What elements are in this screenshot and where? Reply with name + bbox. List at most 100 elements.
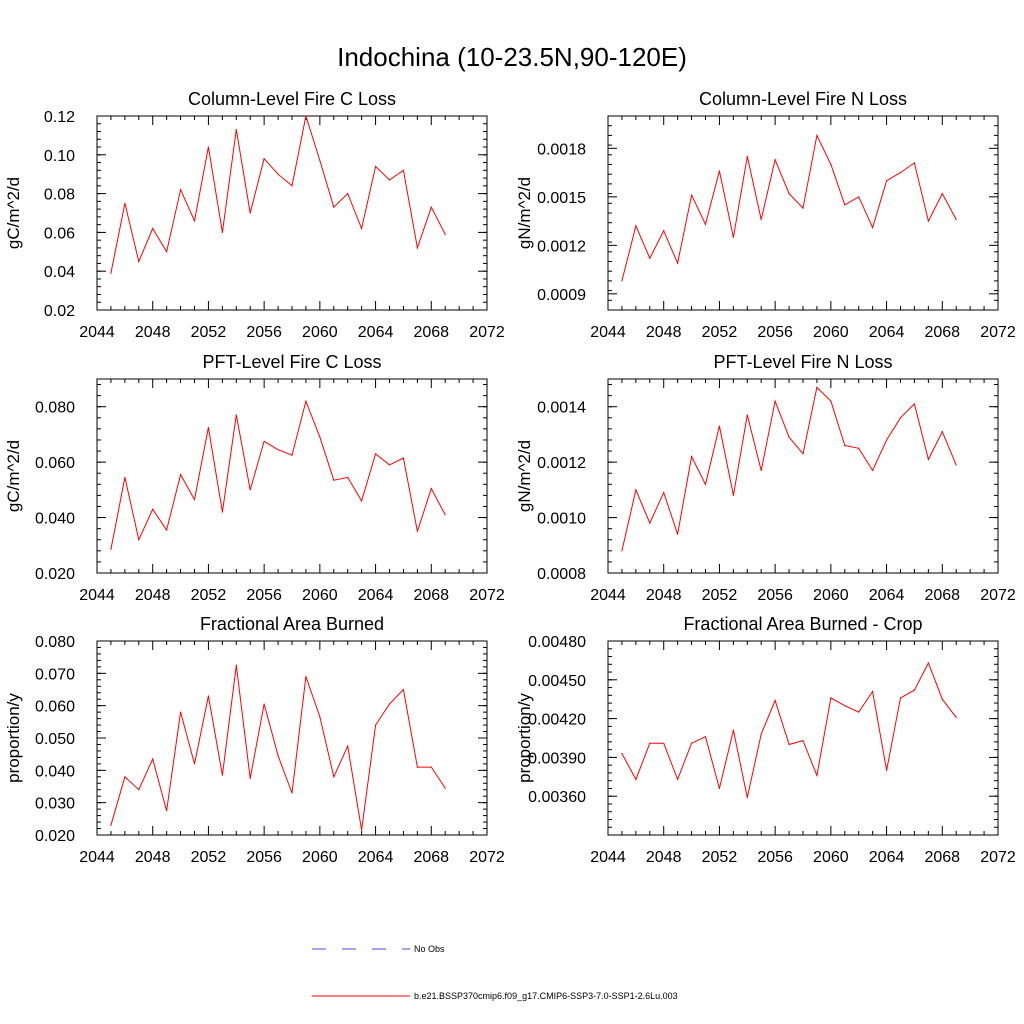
panel-title: Fractional Area Burned - Crop: [683, 614, 922, 634]
data-point: [444, 514, 446, 516]
data-point: [802, 739, 804, 742]
x-tick-label: 2072: [469, 587, 505, 604]
data-point: [872, 690, 874, 693]
x-tick-label: 2048: [135, 587, 171, 604]
data-point: [858, 447, 860, 449]
data-point: [193, 763, 196, 765]
x-tick-label: 2056: [246, 849, 282, 866]
y-tick-label: 0.020: [35, 828, 75, 845]
data-point: [677, 778, 679, 780]
x-tick-label: 2064: [869, 324, 905, 341]
x-tick-label: 2072: [469, 849, 505, 866]
data-point: [430, 766, 432, 768]
data-point: [374, 165, 377, 168]
data-point: [941, 193, 943, 195]
x-tick-label: 2060: [302, 587, 338, 604]
y-tick-label: 0.0010: [537, 511, 586, 528]
data-point: [927, 662, 929, 664]
panel-title: PFT-Level Fire C Loss: [202, 352, 381, 372]
data-point: [844, 705, 846, 707]
panel-area-burned: Fractional Area Burned proportion/y 2044 20…: [4, 614, 505, 866]
data-point: [291, 792, 293, 794]
data-point: [732, 729, 734, 731]
y-tick-label: 0.08: [44, 187, 75, 204]
panel-pft-c-loss: PFT-Level Fire C Loss gC/m^2/d 2044 2048 205…: [4, 352, 505, 604]
data-point: [663, 230, 665, 232]
data-point: [124, 776, 126, 778]
data-point: [416, 247, 418, 249]
data-point: [166, 251, 168, 253]
y-tick-label: 0.060: [35, 455, 75, 472]
data-point: [913, 162, 916, 164]
data-point: [277, 173, 279, 175]
panel-title: PFT-Level Fire N Loss: [713, 352, 892, 372]
y-axis-label: gC/m^2/d: [4, 440, 23, 512]
series-line: [110, 399, 446, 550]
data-point: [110, 548, 112, 551]
series-line: [621, 661, 957, 798]
data-point: [305, 115, 307, 117]
data-point: [899, 171, 902, 174]
x-tick-label: 2068: [924, 849, 960, 866]
data-point: [830, 697, 832, 699]
data-point: [193, 220, 196, 222]
y-tick-label: 0.0008: [537, 566, 586, 583]
x-tick-label: 2056: [757, 849, 793, 866]
y-tick-label: 0.0009: [537, 287, 586, 304]
data-point: [152, 227, 154, 230]
data-point: [291, 454, 293, 456]
y-tick-label: 0.0014: [537, 400, 586, 417]
data-point: [816, 134, 818, 136]
data-point: [704, 483, 707, 485]
data-point: [649, 257, 651, 259]
data-point: [221, 774, 223, 776]
panel-title: Column-Level Fire N Loss: [699, 89, 907, 109]
data-point: [941, 698, 943, 700]
y-tick-label: 0.10: [44, 148, 75, 165]
data-point: [816, 774, 818, 777]
data-point: [746, 414, 748, 416]
data-point: [704, 223, 707, 225]
y-tick-label: 0.00480: [528, 634, 586, 651]
data-point: [207, 426, 210, 429]
data-point: [430, 206, 432, 208]
y-tick-label: 0.12: [44, 109, 75, 126]
data-point: [690, 742, 693, 744]
x-tick-label: 2052: [191, 849, 227, 866]
data-point: [319, 160, 321, 162]
x-tick-label: 2068: [413, 849, 449, 866]
data-point: [138, 260, 140, 263]
page-title: Indochina (10-23.5N,90-120E): [337, 42, 687, 72]
x-tick-label: 2048: [646, 587, 682, 604]
data-point: [402, 688, 405, 691]
data-point: [899, 697, 902, 699]
data-point: [788, 436, 790, 438]
y-tick-label: 0.020: [35, 566, 75, 583]
x-tick-label: 2048: [646, 849, 682, 866]
series-line: [110, 665, 446, 831]
x-tick-label: 2044: [79, 324, 115, 341]
data-point: [913, 689, 916, 691]
data-point: [110, 272, 112, 274]
data-point: [263, 440, 265, 442]
data-point: [347, 476, 349, 478]
data-point: [802, 207, 804, 209]
data-point: [885, 439, 888, 441]
data-point: [663, 742, 665, 744]
x-tick-label: 2052: [191, 587, 227, 604]
data-point: [166, 810, 168, 812]
x-tick-label: 2072: [980, 324, 1016, 341]
panel-pft-n-loss: PFT-Level Fire N Loss gN/m^2/d 2044 2048 205…: [515, 352, 1016, 604]
data-point: [333, 206, 335, 208]
legend-label-model-run: b.e21.BSSP370cmip6.f09_g17.CMIP6-SSP3-7.…: [414, 991, 678, 1001]
data-point: [402, 457, 405, 459]
data-point: [138, 539, 140, 541]
data-point: [305, 675, 307, 678]
data-point: [746, 155, 748, 158]
data-point: [305, 400, 307, 402]
data-point: [249, 777, 251, 780]
y-axis-label: gN/m^2/d: [515, 177, 534, 249]
y-tick-label: 0.080: [35, 400, 75, 417]
x-tick-label: 2056: [757, 324, 793, 341]
plot-frame: [96, 378, 488, 574]
